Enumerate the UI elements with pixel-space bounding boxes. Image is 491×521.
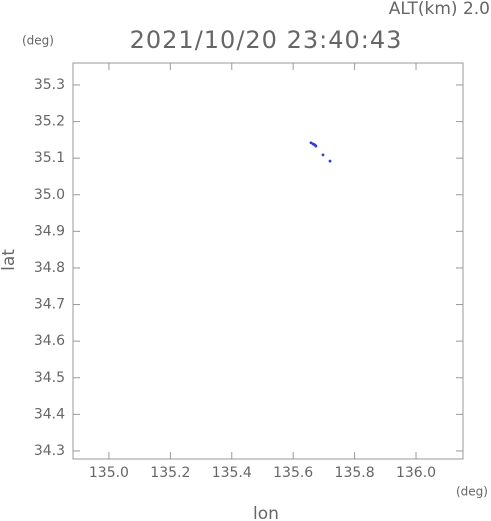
x-axis-label: lon — [253, 504, 279, 521]
point — [314, 144, 318, 148]
point — [328, 159, 332, 163]
y-axis-label: lat — [0, 249, 19, 271]
chart-title: 2021/10/20 23:40:43 — [130, 26, 403, 54]
x-tick-label: 135.6 — [273, 465, 313, 481]
y-tick-label: 34.7 — [34, 297, 65, 313]
plot-frame — [72, 62, 464, 460]
altitude-label: ALT(km) 2.0 — [389, 0, 490, 19]
y-tick-label: 34.4 — [34, 406, 65, 422]
y-tick-label: 34.6 — [34, 333, 65, 349]
x-unit: (deg) — [456, 485, 488, 499]
x-tick-label: 135.0 — [89, 465, 129, 481]
x-tick-label: 135.8 — [335, 465, 375, 481]
x-tick-label: 135.2 — [150, 465, 190, 481]
y-tick-label: 35.3 — [34, 77, 65, 93]
y-tick-label: 34.3 — [34, 443, 65, 459]
y-tick-label: 35.1 — [34, 150, 65, 166]
y-tick-label: 34.5 — [34, 370, 65, 386]
y-tick-label: 35.2 — [34, 114, 65, 130]
y-tick-label: 35.0 — [34, 187, 65, 203]
point — [321, 153, 325, 157]
y-tick-label: 34.9 — [34, 223, 65, 239]
y-unit: (deg) — [22, 34, 54, 48]
x-tick-label: 135.4 — [212, 465, 252, 481]
x-tick-label: 136.0 — [396, 465, 436, 481]
y-tick-label: 34.8 — [34, 260, 65, 276]
